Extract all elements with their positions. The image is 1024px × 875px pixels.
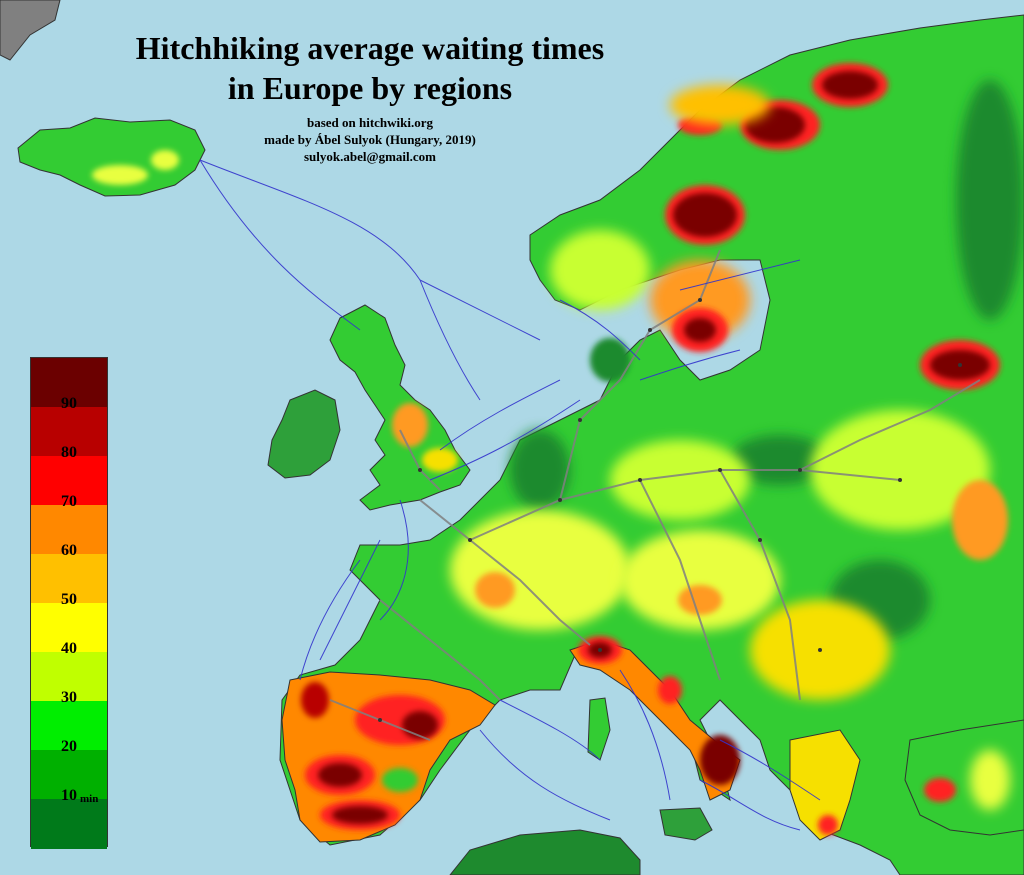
continental-europe [279, 14, 1024, 875]
credit-author: made by Ábel Sulyok (Hungary, 2019) [264, 132, 476, 147]
credits: based on hitchwiki.org made by Ábel Suly… [200, 114, 540, 165]
legend-label: 40 [61, 640, 77, 657]
legend-label: 50 [61, 591, 77, 608]
legend-label: 20 [61, 738, 77, 755]
legend-label: 80 [61, 444, 77, 461]
legend-band [31, 652, 107, 702]
legend-label: 90 [61, 395, 77, 412]
north-africa [449, 829, 641, 875]
map-title: Hitchhiking average waiting times in Eur… [60, 28, 680, 108]
iceland [17, 117, 206, 197]
legend-band [31, 603, 107, 653]
map-title-line1: Hitchhiking average waiting times [135, 30, 605, 66]
legend-label: 10 [61, 787, 77, 804]
legend-label: 60 [61, 542, 77, 559]
legend-unit: min [80, 793, 99, 805]
british-isles [267, 304, 471, 511]
legend-band [31, 554, 107, 604]
legend-band [31, 407, 107, 457]
ferry-lines [199, 159, 821, 831]
city-dots [378, 298, 962, 722]
legend-band [31, 456, 107, 506]
legend-band [31, 505, 107, 555]
credit-source: based on hitchwiki.org [306, 115, 434, 130]
color-legend: 90 80 70 60 50 40 30 20 10 [30, 357, 108, 849]
legend-label: 30 [61, 689, 77, 706]
legend-band [31, 799, 107, 849]
greece-turkey [789, 719, 1024, 841]
road-network [329, 249, 981, 741]
legend-band [31, 750, 107, 800]
map-title-line2: in Europe by regions [227, 70, 513, 106]
credit-email: sulyok.abel@gmail.com [304, 149, 436, 164]
legend-band [31, 701, 107, 751]
iberian-peninsula [281, 671, 496, 843]
legend-band [31, 358, 107, 408]
legend-label: 70 [61, 493, 77, 510]
